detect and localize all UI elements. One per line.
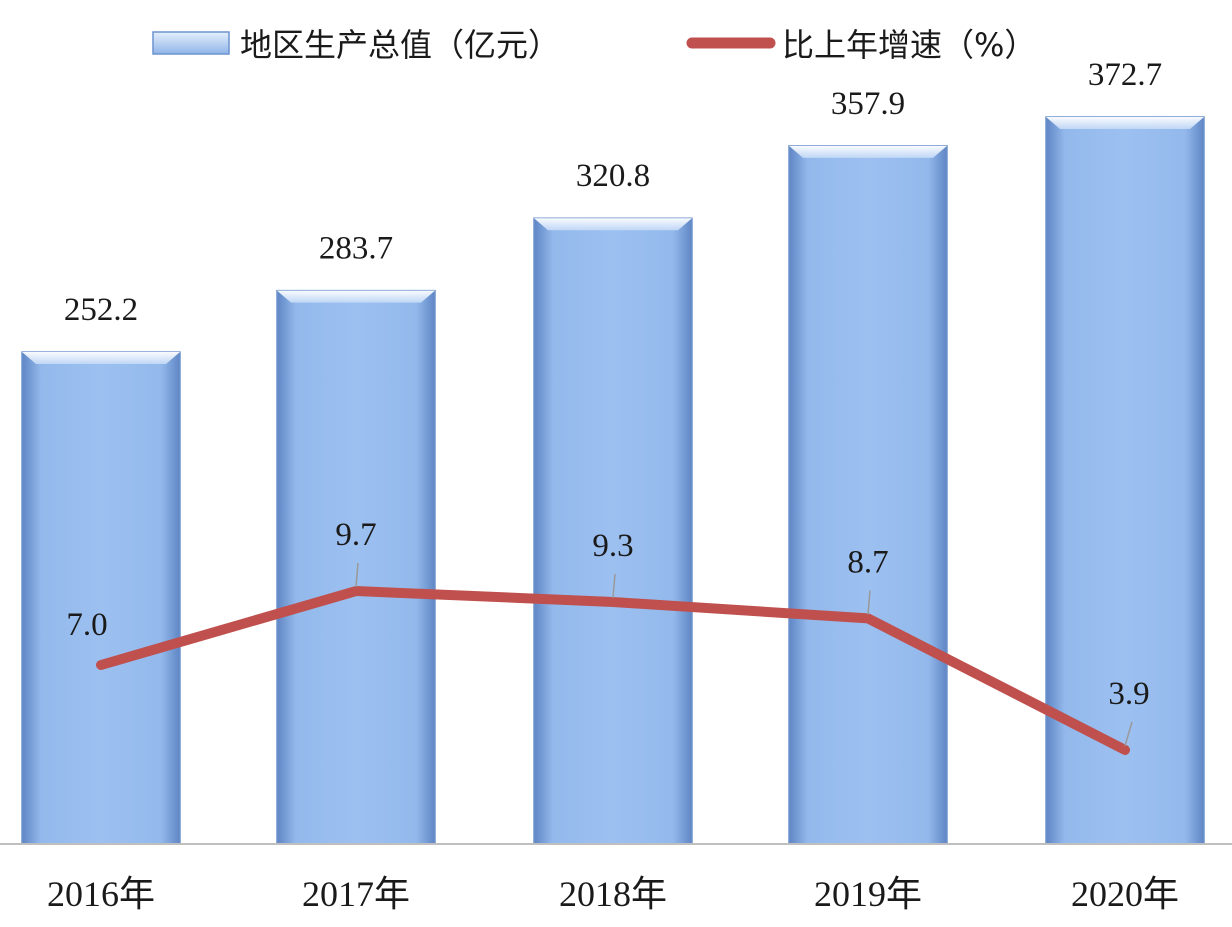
bars-layer: [21, 116, 1205, 845]
legend-label-gdp: 地区生产总值（亿元）: [240, 26, 560, 64]
legend-swatch-gdp: [152, 31, 230, 55]
x-tick-label: 2017年: [302, 874, 410, 914]
bar-value-label: 372.7: [1088, 57, 1162, 93]
bar-group: [276, 289, 436, 845]
bar-value-label: 357.9: [831, 86, 905, 122]
growth-point: [610, 598, 616, 605]
x-tick-label: 2019年: [814, 874, 922, 914]
growth-value-label: 7.0: [66, 607, 107, 643]
bar: [788, 145, 948, 845]
bar-labels-layer: 252.2 283.7 320.8 357.9 372.7: [64, 57, 1162, 328]
legend-label-growth: 比上年增速（%）: [782, 26, 1036, 64]
bar-top-bevel: [789, 145, 947, 158]
bar-value-label: 252.2: [64, 292, 138, 328]
bar-value-label: 320.8: [576, 158, 650, 194]
bar-top-bevel: [534, 218, 692, 231]
bar-group: [1045, 116, 1205, 845]
bar-group: [21, 351, 181, 845]
growth-value-label: 8.7: [847, 544, 888, 580]
legend: 地区生产总值（亿元） 比上年增速（%）: [152, 26, 1036, 64]
growth-leader-line: [867, 590, 871, 615]
growth-point: [1122, 746, 1128, 753]
growth-point: [98, 662, 104, 668]
bar-value-label: 283.7: [319, 231, 393, 267]
growth-leader-line: [355, 562, 359, 588]
x-tick-label: 2016年: [47, 874, 155, 914]
line-layer: [96, 586, 1130, 755]
growth-value-label: 3.9: [1108, 676, 1149, 712]
x-ticks-layer: 2016年 2017年 2018年 2019年 2020年: [47, 874, 1179, 914]
x-tick-label: 2018年: [559, 874, 667, 914]
growth-point: [865, 615, 871, 622]
bar-top-bevel: [277, 290, 435, 303]
bar-group: [788, 145, 948, 845]
growth-value-label: 9.3: [592, 528, 633, 564]
bar: [276, 289, 436, 845]
growth-value-label: 9.7: [335, 517, 376, 553]
bar: [1045, 116, 1205, 845]
growth-leader-line: [1124, 721, 1133, 747]
growth-point: [353, 588, 359, 595]
bar-top-bevel: [22, 352, 180, 365]
growth-leader-line: [612, 573, 616, 599]
bar-top-bevel: [1046, 117, 1204, 129]
bar: [21, 351, 181, 845]
x-tick-label: 2020年: [1071, 874, 1179, 914]
line-labels-layer: 7.0 9.7 9.3 8.7 3.9: [66, 517, 1150, 747]
